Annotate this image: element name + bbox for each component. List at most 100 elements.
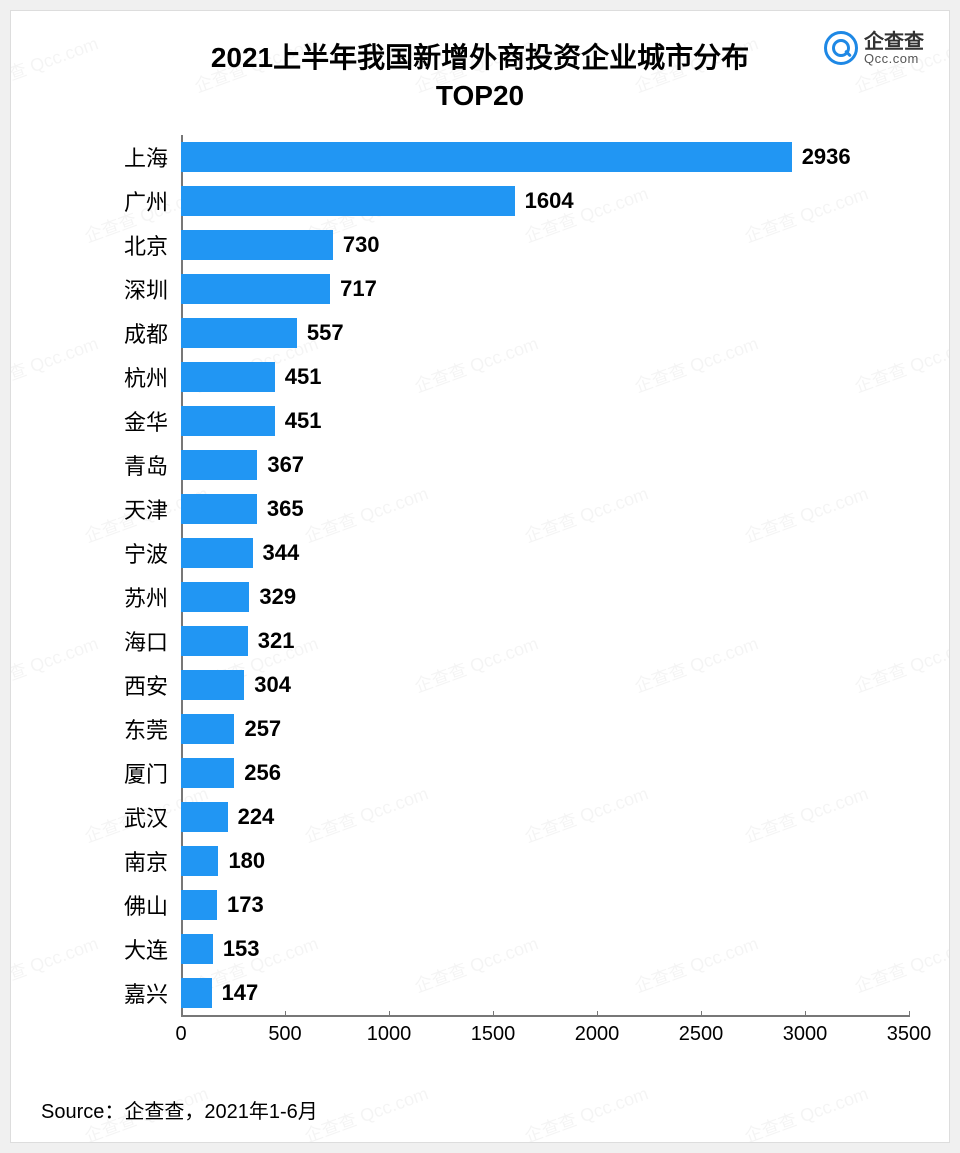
bar-track: 367 [181,443,909,487]
bar-track: 256 [181,751,909,795]
bar-row: 嘉兴147 [181,971,909,1015]
x-tick-label: 2500 [679,1023,724,1046]
x-tick [597,1011,598,1017]
bar-row: 南京180 [181,839,909,883]
x-tick [181,1011,182,1017]
bar-value-label: 367 [267,452,304,478]
bar-track: 2936 [181,135,909,179]
bar-track: 557 [181,311,909,355]
chart-title: 2021上半年我国新增外商投资企业城市分布 TOP20 [41,39,919,115]
bar-track: 304 [181,663,909,707]
bar-row: 西安304 [181,663,909,707]
bar-row: 青岛367 [181,443,909,487]
bar-fill [181,978,212,1008]
x-tick-label: 1000 [367,1023,412,1046]
bar-fill [181,494,257,524]
watermark-text: 企查查 Qcc.com [11,930,102,999]
brand-logo: 企查查 Qcc.com [824,31,924,65]
x-tick [909,1011,910,1017]
bar-value-label: 329 [259,584,296,610]
bar-track: 147 [181,971,909,1015]
bar-value-label: 451 [285,364,322,390]
x-tick-label: 500 [268,1023,301,1046]
bar-row: 大连153 [181,927,909,971]
logo-text: 企查查 Qcc.com [864,32,924,65]
bar-row: 海口321 [181,619,909,663]
bar-category-label: 北京 [101,229,176,261]
title-line-2: TOP20 [436,80,524,111]
bar-value-label: 304 [254,672,291,698]
bar-category-label: 西安 [101,669,176,701]
bar-row: 苏州329 [181,575,909,619]
bar-track: 451 [181,355,909,399]
bar-fill [181,230,333,260]
bar-fill [181,318,297,348]
bar-row: 东莞257 [181,707,909,751]
bar-value-label: 2936 [802,144,851,170]
bar-category-label: 青岛 [101,449,176,481]
bar-fill [181,274,330,304]
bar-value-label: 224 [238,804,275,830]
source-note: Source：企查查，2021年1-6月 [41,1095,318,1124]
bar-category-label: 上海 [101,141,176,173]
title-line-1: 2021上半年我国新增外商投资企业城市分布 [211,42,749,73]
bar-value-label: 344 [263,540,300,566]
bar-track: 730 [181,223,909,267]
bar-track: 173 [181,883,909,927]
bar-value-label: 717 [340,276,377,302]
bar-track: 717 [181,267,909,311]
bar-fill [181,362,275,392]
bar-category-label: 东莞 [101,713,176,745]
bar-value-label: 321 [258,628,295,654]
bar-row: 上海2936 [181,135,909,179]
bar-category-label: 海口 [101,625,176,657]
bar-track: 451 [181,399,909,443]
bar-track: 321 [181,619,909,663]
bar-fill [181,538,253,568]
x-tick-label: 2000 [575,1023,620,1046]
logo-cn: 企查查 [864,32,924,52]
x-tick-label: 3500 [887,1023,932,1046]
bar-category-label: 宁波 [101,537,176,569]
bar-row: 金华451 [181,399,909,443]
bar-fill [181,406,275,436]
bar-row: 宁波344 [181,531,909,575]
bar-track: 1604 [181,179,909,223]
bar-fill [181,890,217,920]
x-tick-label: 1500 [471,1023,516,1046]
bar-fill [181,450,257,480]
bar-category-label: 厦门 [101,757,176,789]
bar-category-label: 深圳 [101,273,176,305]
bar-track: 257 [181,707,909,751]
bar-value-label: 365 [267,496,304,522]
bar-value-label: 557 [307,320,344,346]
bar-category-label: 天津 [101,493,176,525]
bar-value-label: 451 [285,408,322,434]
bar-row: 广州1604 [181,179,909,223]
bar-row: 杭州451 [181,355,909,399]
watermark-text: 企查查 Qcc.com [11,630,102,699]
x-axis: 0500100015002000250030003500 [181,1015,909,1065]
bar-fill [181,670,244,700]
bar-value-label: 730 [343,232,380,258]
bar-fill [181,758,234,788]
bar-row: 成都557 [181,311,909,355]
x-tick-label: 3000 [783,1023,828,1046]
chart-container: 企查查 Qcc.com企查查 Qcc.com企查查 Qcc.com企查查 Qcc… [10,10,950,1143]
bar-fill [181,142,792,172]
bar-category-label: 武汉 [101,801,176,833]
x-tick [389,1011,390,1017]
bar-track: 365 [181,487,909,531]
bar-row: 佛山173 [181,883,909,927]
bar-track: 153 [181,927,909,971]
bar-track: 180 [181,839,909,883]
bar-fill [181,186,515,216]
bars-group: 上海2936广州1604北京730深圳717成都557杭州451金华451青岛3… [101,135,909,1015]
bar-category-label: 杭州 [101,361,176,393]
bar-category-label: 佛山 [101,889,176,921]
bar-row: 武汉224 [181,795,909,839]
bar-value-label: 173 [227,892,264,918]
bar-value-label: 180 [228,848,265,874]
x-tick [493,1011,494,1017]
bar-value-label: 256 [244,760,281,786]
